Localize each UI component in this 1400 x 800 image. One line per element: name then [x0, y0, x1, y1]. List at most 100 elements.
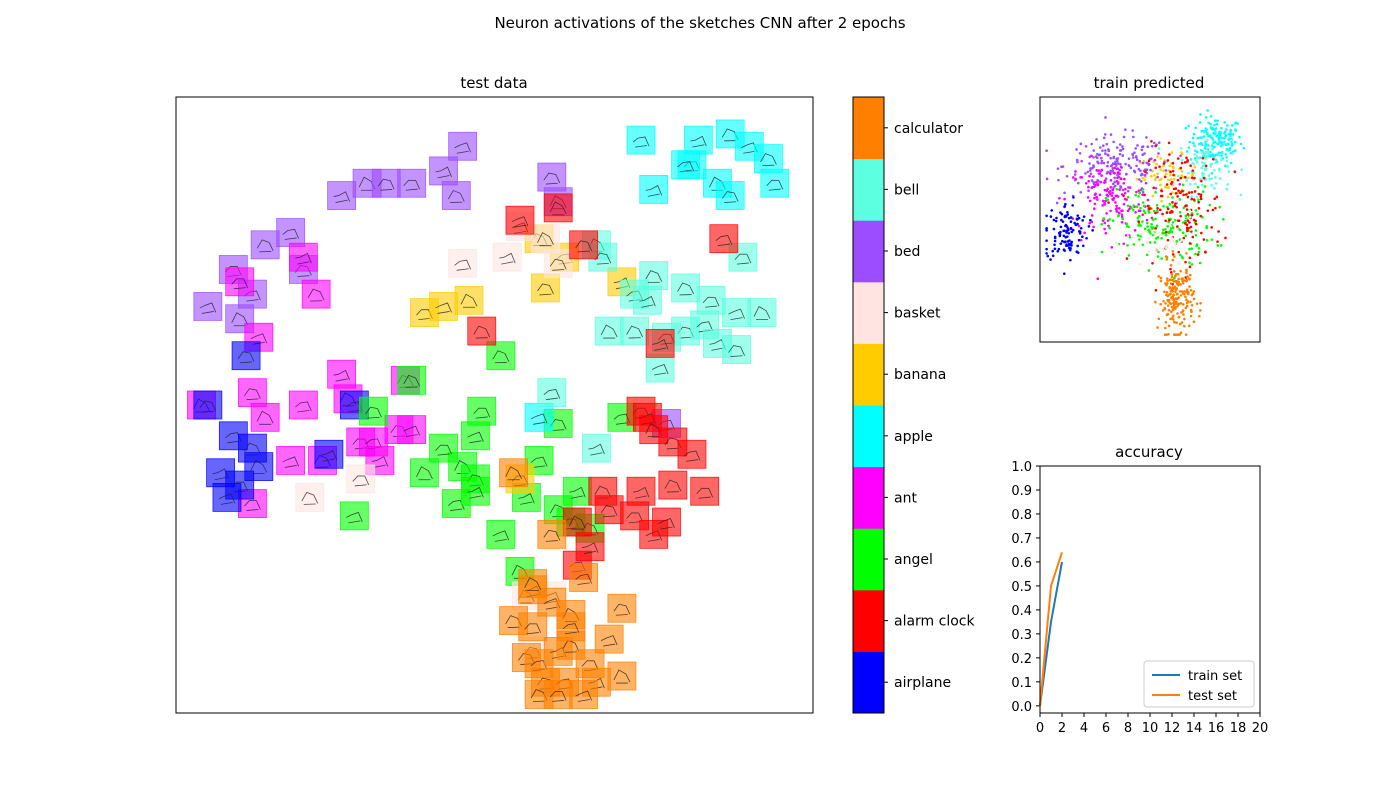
- train-point: [1159, 279, 1163, 283]
- train-point: [1134, 193, 1137, 197]
- test-data-frame: [175, 96, 814, 714]
- train-point: [1178, 333, 1181, 336]
- train-point: [1176, 272, 1180, 276]
- train-point: [1182, 313, 1185, 316]
- train-point: [1189, 225, 1193, 229]
- train-point: [1120, 166, 1123, 169]
- accuracy-frame: [1039, 465, 1261, 714]
- train-point: [1189, 158, 1193, 161]
- train-point: [1204, 250, 1207, 254]
- y-tick-label: 0.2: [1011, 652, 1032, 667]
- train-point: [1178, 198, 1182, 201]
- train-point: [1138, 159, 1142, 163]
- train-point: [1139, 224, 1142, 227]
- train-point: [1177, 250, 1181, 254]
- train-point: [1154, 300, 1157, 304]
- train-point: [1173, 302, 1177, 306]
- train-point: [1140, 232, 1143, 236]
- train-point: [1175, 240, 1179, 243]
- train-point: [1088, 162, 1091, 165]
- train-point: [1146, 204, 1150, 208]
- train-predicted-frame: [1039, 96, 1261, 343]
- train-point: [1137, 189, 1141, 192]
- train-point: [1213, 119, 1217, 122]
- train-point: [1063, 272, 1066, 275]
- train-point: [1162, 299, 1165, 303]
- train-point: [1186, 275, 1189, 278]
- train-point: [1106, 153, 1109, 157]
- train-point: [1106, 164, 1109, 168]
- train-point: [1161, 247, 1165, 251]
- colorbar-cell-alarm-clock: [853, 589, 884, 652]
- train-point: [1069, 246, 1072, 250]
- train-cluster-alarm-clock: [1107, 139, 1237, 301]
- train-cluster-basket: [1113, 199, 1192, 266]
- thumbnail-ant: [301, 279, 331, 309]
- train-point: [1165, 277, 1169, 280]
- train-point: [1187, 324, 1191, 328]
- train-point: [1119, 177, 1123, 181]
- train-point: [1188, 247, 1191, 251]
- train-point: [1117, 214, 1121, 217]
- train-point: [1128, 207, 1131, 211]
- x-tick-label: 6: [1102, 721, 1110, 736]
- train-point: [1053, 239, 1057, 243]
- train-point: [1174, 199, 1178, 203]
- train-point: [1098, 153, 1102, 157]
- train-point: [1215, 195, 1219, 199]
- train-point: [1206, 151, 1210, 155]
- train-point: [1164, 172, 1168, 176]
- train-point: [1156, 255, 1160, 258]
- train-point: [1118, 188, 1121, 191]
- train-point: [1161, 212, 1164, 216]
- train-point: [1189, 288, 1193, 292]
- train-point: [1075, 148, 1078, 151]
- train-point: [1195, 195, 1199, 199]
- train-point: [1155, 204, 1159, 207]
- train-point: [1084, 145, 1088, 148]
- train-point: [1146, 161, 1150, 165]
- train-point: [1056, 250, 1060, 253]
- train-point: [1118, 149, 1122, 152]
- train-point: [1228, 137, 1231, 141]
- train-point: [1169, 289, 1173, 293]
- train-point: [1171, 308, 1175, 312]
- train-point: [1169, 270, 1173, 274]
- x-tick-label: 4: [1080, 721, 1088, 736]
- train-point: [1138, 191, 1141, 194]
- train-point: [1177, 283, 1180, 287]
- train-point: [1176, 260, 1180, 264]
- train-point: [1242, 146, 1246, 150]
- train-point: [1137, 195, 1140, 198]
- train-cluster-calculator: [1154, 250, 1202, 336]
- thumbnail-bell: [632, 285, 662, 315]
- thumbnail-calculator: [543, 680, 573, 709]
- series-line-train-set: [1039, 561, 1063, 706]
- train-point: [1160, 189, 1163, 192]
- train-point: [1190, 293, 1194, 297]
- train-point: [1216, 244, 1220, 247]
- train-point: [1156, 206, 1159, 210]
- train-point: [1089, 169, 1092, 172]
- train-point: [1185, 208, 1189, 211]
- train-point: [1153, 240, 1157, 244]
- train-point: [1190, 197, 1194, 201]
- train-point: [1167, 186, 1171, 189]
- train-point: [1195, 155, 1199, 158]
- train-point: [1134, 155, 1138, 158]
- train-point: [1139, 180, 1143, 183]
- train-point: [1170, 180, 1174, 184]
- train-point: [1206, 132, 1209, 136]
- train-point: [1106, 187, 1109, 191]
- train-point: [1169, 302, 1172, 306]
- train-point: [1224, 236, 1227, 240]
- train-point: [1222, 142, 1226, 145]
- train-point: [1183, 292, 1186, 296]
- train-point: [1174, 191, 1178, 195]
- train-point: [1172, 187, 1176, 191]
- train-point: [1120, 215, 1124, 219]
- train-point: [1194, 182, 1197, 186]
- train-point: [1195, 302, 1199, 305]
- train-point: [1191, 169, 1195, 172]
- train-point: [1102, 136, 1106, 140]
